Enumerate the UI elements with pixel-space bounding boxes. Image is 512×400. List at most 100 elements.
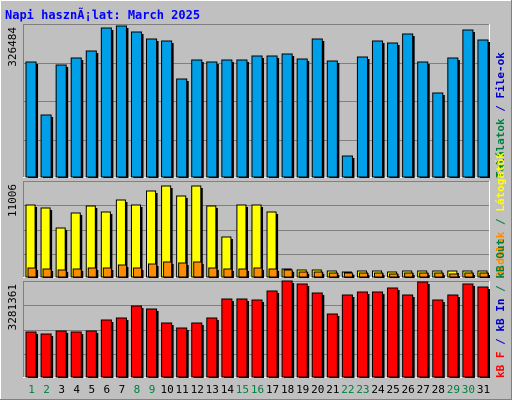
bar-files-pages-24	[373, 272, 384, 278]
bar-files-pages-2	[40, 207, 51, 278]
right-label-kbytes: kB F / kB In / kB Out	[494, 239, 507, 378]
bar-hits-18	[281, 53, 293, 178]
day-label: 24	[371, 383, 385, 396]
day-label: 16	[251, 383, 264, 396]
bar-kbytes-10	[161, 322, 173, 378]
day-label: 12	[191, 383, 204, 396]
chart-title: Napi hasznÃ¡lat: March 2025	[5, 7, 200, 22]
bar-kbytes-15	[236, 298, 248, 378]
bar-files-pages-18	[283, 269, 293, 278]
bar-hits-31	[477, 39, 489, 178]
chart-bars	[25, 25, 490, 378]
day-label: 31	[477, 383, 490, 396]
bar-hits-11	[176, 78, 188, 178]
day-label: 14	[221, 383, 235, 396]
day-label: 17	[266, 383, 279, 396]
day-label: 5	[88, 383, 95, 396]
bar-files-pages-26	[404, 272, 414, 278]
bar-files-pages-3	[57, 269, 67, 278]
bar-hits-2	[40, 114, 52, 178]
bar-hits-10	[161, 40, 173, 178]
right-label-files-pages: Oldalak / Látogatók	[494, 152, 507, 278]
bar-files-pages-11	[178, 262, 188, 278]
bar-files-pages-5	[87, 267, 97, 278]
bar-files-pages-5	[85, 205, 96, 278]
series-kbytes-0	[25, 280, 490, 378]
day-label: 19	[296, 383, 309, 396]
bar-files-pages-27	[419, 272, 429, 278]
bar-files-pages-15	[238, 268, 248, 278]
bar-kbytes-12	[191, 322, 203, 378]
bar-kbytes-24	[371, 291, 384, 378]
day-label: 9	[149, 383, 156, 396]
day-label: 21	[326, 383, 339, 396]
bar-files-pages-4	[72, 268, 82, 278]
right-label-part: /	[494, 332, 507, 352]
bar-hits-6	[100, 27, 112, 178]
bar-files-pages-16	[251, 204, 262, 278]
bar-kbytes-2	[40, 333, 52, 378]
day-label: 13	[206, 383, 219, 396]
bar-kbytes-13	[206, 317, 218, 378]
bar-kbytes-21	[326, 313, 338, 378]
day-label: 30	[462, 383, 475, 396]
right-label-part: Találatok	[494, 118, 507, 178]
right-label-part: /	[494, 99, 507, 119]
bar-hits-22	[341, 155, 353, 178]
bar-kbytes-28	[432, 299, 444, 378]
bar-files-pages-1	[25, 204, 36, 278]
bar-kbytes-26	[402, 294, 414, 378]
bar-files-pages-17	[266, 211, 277, 278]
bar-files-pages-29	[449, 273, 459, 278]
bar-kbytes-11	[176, 327, 188, 378]
day-label: 6	[104, 383, 111, 396]
bar-kbytes-7	[115, 317, 127, 378]
right-label-part: kB Out	[494, 239, 507, 279]
day-label: 15	[236, 383, 249, 396]
bar-kbytes-18	[281, 280, 293, 378]
day-label: 26	[402, 383, 415, 396]
day-label: 25	[386, 383, 399, 396]
bar-files-pages-9	[148, 263, 158, 278]
bar-hits-17	[266, 55, 278, 178]
bar-kbytes-22	[341, 294, 353, 378]
right-label-part: Látogatók	[494, 152, 507, 212]
bar-hits-20	[311, 38, 323, 178]
day-label: 4	[73, 383, 80, 396]
bar-hits-30	[462, 29, 474, 178]
day-label: 8	[134, 383, 141, 396]
bar-hits-26	[402, 33, 414, 178]
bar-files-pages-1	[27, 267, 37, 278]
day-label: 22	[341, 383, 354, 396]
bar-hits-24	[371, 40, 384, 178]
right-label-part: /	[494, 212, 507, 232]
bar-hits-29	[447, 57, 459, 178]
bar-kbytes-19	[296, 283, 308, 378]
y-max-label-kbytes: 3281361	[6, 284, 19, 330]
day-label: 10	[160, 383, 173, 396]
bar-hits-25	[387, 42, 399, 178]
bar-kbytes-4	[70, 331, 82, 378]
bar-files-pages-15	[236, 204, 247, 278]
bar-hits-1	[25, 61, 37, 178]
day-label: 7	[119, 383, 126, 396]
bar-files-pages-25	[389, 273, 399, 278]
bar-hits-19	[296, 58, 308, 178]
bar-files-pages-7	[117, 264, 127, 278]
bar-kbytes-17	[266, 290, 278, 378]
bar-hits-3	[55, 64, 67, 178]
bar-files-pages-20	[313, 271, 323, 278]
bar-kbytes-3	[55, 330, 67, 378]
bar-files-pages-13	[208, 267, 218, 278]
bar-files-pages-12	[193, 261, 203, 278]
bar-files-pages-8	[130, 204, 142, 278]
bar-kbytes-14	[221, 298, 233, 378]
bar-kbytes-25	[387, 287, 399, 378]
bar-files-pages-17	[268, 268, 278, 278]
chart-labels: Napi hasznÃ¡lat: March 2025 326484 11006 3…	[5, 7, 507, 396]
bar-files-pages-22	[343, 272, 353, 278]
day-label: 2	[43, 383, 50, 396]
series-files-pages-0	[25, 185, 489, 278]
day-label: 20	[311, 383, 324, 396]
